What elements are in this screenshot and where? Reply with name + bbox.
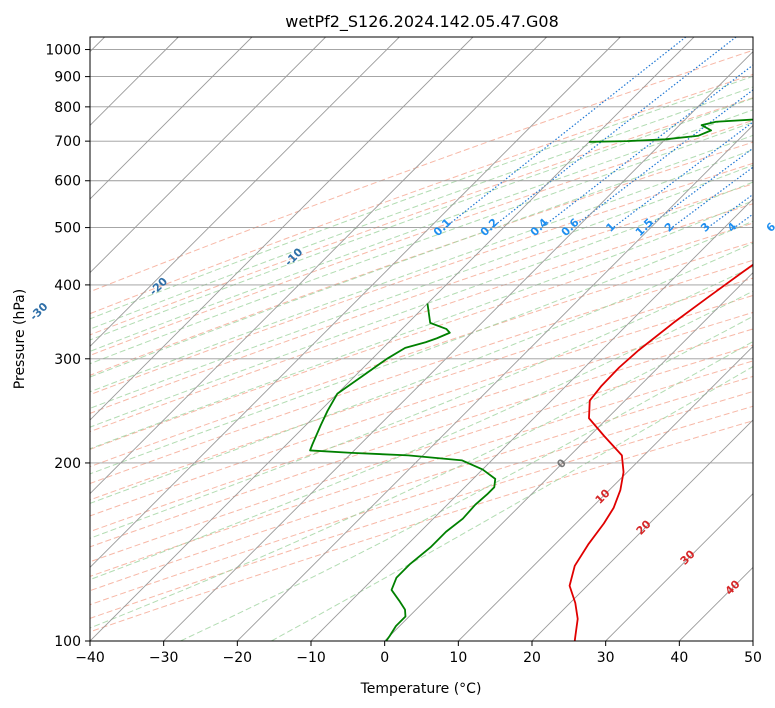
isotherm xyxy=(90,37,547,495)
isotherm xyxy=(458,345,753,641)
y-tick-label: 300 xyxy=(54,352,81,368)
isotherm xyxy=(310,198,753,641)
y-tick-label: 600 xyxy=(54,174,81,190)
x-tick-label: −30 xyxy=(149,650,179,666)
dry-adiabat xyxy=(90,73,753,315)
grid-lines xyxy=(90,37,753,641)
y-tick-label: 700 xyxy=(54,134,81,150)
mixing-ratio-line xyxy=(707,193,753,229)
x-tick-label: 10 xyxy=(449,650,467,666)
isotherm xyxy=(90,37,695,641)
isotherm xyxy=(605,493,753,641)
isotherm xyxy=(384,272,753,641)
isotherm xyxy=(531,419,753,641)
isotherm xyxy=(90,37,621,568)
isotherm xyxy=(90,37,474,421)
y-tick-label: 500 xyxy=(54,221,81,237)
x-tick-label: −40 xyxy=(75,650,105,666)
dry-adiabat xyxy=(90,162,753,396)
dry-adiabat xyxy=(90,241,753,468)
plot-frame xyxy=(89,36,754,642)
x-tick-label: 20 xyxy=(523,650,541,666)
y-tick-label: 1000 xyxy=(45,43,81,59)
y-tick-label: 400 xyxy=(54,278,81,294)
dry-adiabat xyxy=(90,183,753,414)
dry-adiabat xyxy=(90,311,753,533)
dry-adiabat-label: -30 xyxy=(27,300,50,323)
x-axis-ticks: −40 −30 −20 −10 0 10 20 30 40 50 xyxy=(75,641,762,666)
dry-adiabat xyxy=(90,222,753,450)
y-tick-label: 800 xyxy=(54,100,81,116)
x-tick-label: 50 xyxy=(744,650,762,666)
dry-adiabat xyxy=(90,390,753,606)
dry-adiabat xyxy=(90,375,753,592)
isotherm xyxy=(237,124,753,641)
isotherm xyxy=(90,37,326,274)
x-tick-label: −20 xyxy=(223,650,253,666)
chart-title: wetPf2_S126.2024.142.05.47.G08 xyxy=(285,12,559,32)
x-tick-label: 30 xyxy=(597,650,615,666)
isotherm xyxy=(90,37,400,347)
isotherm xyxy=(752,640,753,641)
y-axis-ticks: 100 200 300 400 500 600 700 800 900 1000 xyxy=(45,43,90,650)
dry-adiabat xyxy=(90,141,753,376)
y-tick-label: 200 xyxy=(54,456,81,472)
x-tick-label: −10 xyxy=(296,650,326,666)
plot-background xyxy=(90,37,753,641)
profiles xyxy=(309,118,753,641)
temperature-profile xyxy=(568,263,753,641)
y-axis-label: Pressure (hPa) xyxy=(12,289,28,389)
isotherm xyxy=(90,37,253,200)
x-axis-label: Temperature (°C) xyxy=(360,681,482,697)
mixing-ratio-line xyxy=(572,89,753,229)
dry-adiabat xyxy=(90,405,753,619)
dry-adiabat xyxy=(90,259,753,485)
dry-adiabat xyxy=(90,328,753,548)
dewpoint-profile xyxy=(589,118,753,143)
isotherm xyxy=(163,51,753,641)
mixing-ratio-line xyxy=(491,37,737,229)
dewpoint-profile xyxy=(309,303,497,641)
mixing-ratio-line xyxy=(444,37,687,229)
mixing-ratio-label: 6 xyxy=(764,220,775,235)
y-tick-label: 900 xyxy=(54,70,81,86)
x-tick-label: 40 xyxy=(670,650,688,666)
dry-adiabat xyxy=(90,97,753,336)
y-tick-label: 100 xyxy=(54,634,81,650)
x-tick-label: 0 xyxy=(380,650,389,666)
mixing-ratio-line xyxy=(646,147,753,229)
dry-adiabat xyxy=(90,49,753,293)
